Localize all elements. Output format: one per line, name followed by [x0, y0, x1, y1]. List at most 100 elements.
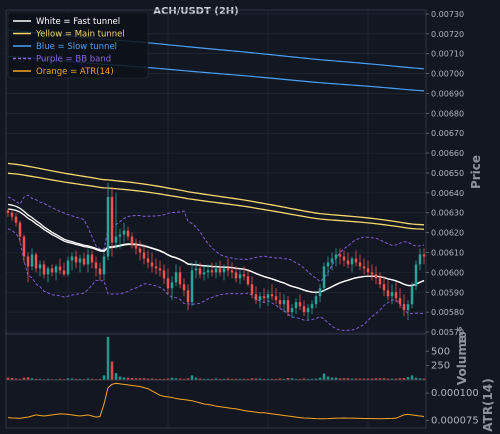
volume-bar [62, 379, 66, 380]
candle [246, 270, 250, 287]
candle-body [38, 264, 42, 269]
volume-bar [242, 378, 246, 380]
candle [150, 252, 154, 273]
candle [342, 250, 346, 267]
main-tunnel-upper [7, 162, 425, 226]
candle-body [46, 268, 50, 275]
volume-bar [18, 378, 22, 380]
candle-body [158, 268, 162, 271]
candle [162, 264, 166, 285]
candle-body [178, 272, 182, 285]
volume-bar [162, 378, 166, 380]
candle [318, 284, 322, 303]
candle [86, 248, 90, 273]
candle-body [118, 234, 122, 237]
volume-bar [126, 377, 130, 380]
candle-body [362, 266, 366, 269]
candle-body [258, 296, 262, 301]
volume-bar [262, 378, 266, 380]
atr-panel-frame [5, 379, 427, 429]
candle [70, 252, 74, 271]
volume-bar [114, 373, 118, 380]
volume-bar [386, 378, 390, 380]
price-tick-label: 0.00640 [431, 189, 464, 198]
candle-body [110, 196, 114, 243]
atr-tick-label: 0.000075 [431, 415, 479, 426]
volume-bar [94, 379, 98, 380]
candle-body [410, 286, 414, 305]
candle-body [398, 298, 402, 305]
candle-body [222, 268, 226, 273]
candle [370, 264, 374, 281]
candle-body [154, 266, 158, 269]
volume-bar [398, 378, 402, 380]
volume-bar [34, 378, 38, 380]
candle-body [314, 296, 318, 305]
candle [406, 300, 410, 321]
volume-bar [202, 378, 206, 380]
candle-body [30, 254, 34, 267]
candle-body [66, 260, 70, 275]
volume-bar [222, 378, 226, 380]
volume-bar [306, 378, 310, 380]
candle-body [306, 308, 310, 313]
candle-body [186, 290, 190, 303]
volume-bar [390, 378, 394, 380]
candle [46, 266, 50, 283]
candle-body [206, 270, 210, 273]
main-tunnel-lower [7, 172, 425, 230]
volume-bar [374, 378, 378, 380]
volume-bar [54, 379, 58, 380]
candle [42, 260, 46, 279]
candle-body [334, 254, 338, 259]
volume-bar [318, 377, 322, 380]
candle-body [422, 254, 426, 257]
candle-body [242, 274, 246, 277]
volume-tick-label: 250 [431, 361, 450, 372]
price-tick-label: 0.00710 [431, 50, 464, 59]
volume-bar [402, 377, 406, 380]
candle [54, 264, 58, 281]
candle-body [382, 284, 386, 291]
candle-body [194, 268, 198, 271]
candle [26, 252, 30, 283]
candle [418, 248, 422, 271]
volume-bar [346, 378, 350, 380]
volume-bar [274, 378, 278, 380]
volume-bar [230, 378, 234, 380]
candle [346, 252, 350, 269]
candle [90, 250, 94, 269]
legend-label-main: Yellow = Main tunnel [35, 30, 125, 40]
candle [374, 266, 378, 285]
candle [142, 244, 146, 265]
volume-bar [182, 378, 186, 380]
candle-body [202, 272, 206, 275]
candle [366, 260, 370, 277]
candle [166, 268, 170, 295]
volume-axis-label: Volume [455, 335, 469, 385]
volume-bar [190, 375, 194, 380]
candle-body [90, 254, 94, 263]
candle-body [254, 294, 258, 301]
candle-body [130, 236, 134, 245]
candle-body [174, 272, 178, 283]
candle-body [34, 254, 38, 269]
candle [94, 256, 98, 277]
candle-body [74, 256, 78, 263]
volume-bar [366, 378, 370, 380]
candle-body [406, 304, 410, 311]
candle-body [10, 212, 14, 217]
candle-body [138, 248, 142, 253]
volume-bar [330, 377, 334, 380]
candle [242, 266, 246, 281]
candle-body [270, 294, 274, 297]
volume-bar [342, 378, 346, 380]
candle-body [94, 262, 98, 269]
candle [338, 248, 342, 265]
candle-body [390, 292, 394, 297]
volume-multiplier-base: 10 [458, 331, 469, 345]
volume-bar [418, 378, 422, 380]
volume-bar [6, 377, 10, 380]
